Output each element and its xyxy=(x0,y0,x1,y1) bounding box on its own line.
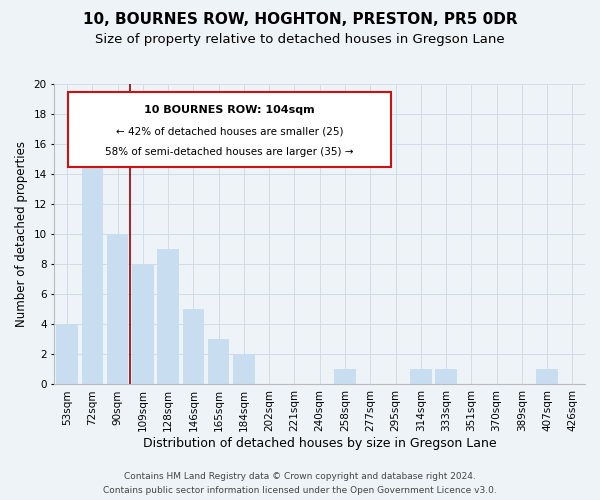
Bar xyxy=(82,144,103,384)
Text: ← 42% of detached houses are smaller (25): ← 42% of detached houses are smaller (25… xyxy=(116,126,343,136)
Bar xyxy=(536,370,558,384)
Text: 10, BOURNES ROW, HOGHTON, PRESTON, PR5 0DR: 10, BOURNES ROW, HOGHTON, PRESTON, PR5 0… xyxy=(83,12,517,28)
Bar xyxy=(107,234,128,384)
Bar xyxy=(157,250,179,384)
X-axis label: Distribution of detached houses by size in Gregson Lane: Distribution of detached houses by size … xyxy=(143,437,497,450)
Bar xyxy=(56,324,78,384)
Text: Contains HM Land Registry data © Crown copyright and database right 2024.: Contains HM Land Registry data © Crown c… xyxy=(124,472,476,481)
Bar xyxy=(182,310,204,384)
Bar xyxy=(436,370,457,384)
Bar xyxy=(334,370,356,384)
Text: Contains public sector information licensed under the Open Government Licence v3: Contains public sector information licen… xyxy=(103,486,497,495)
Bar xyxy=(410,370,431,384)
Text: Size of property relative to detached houses in Gregson Lane: Size of property relative to detached ho… xyxy=(95,32,505,46)
Y-axis label: Number of detached properties: Number of detached properties xyxy=(15,141,28,327)
Bar xyxy=(208,340,229,384)
Text: 10 BOURNES ROW: 104sqm: 10 BOURNES ROW: 104sqm xyxy=(144,105,315,115)
Bar xyxy=(233,354,254,384)
Bar xyxy=(132,264,154,384)
Text: 58% of semi-detached houses are larger (35) →: 58% of semi-detached houses are larger (… xyxy=(105,147,354,157)
FancyBboxPatch shape xyxy=(68,92,391,166)
